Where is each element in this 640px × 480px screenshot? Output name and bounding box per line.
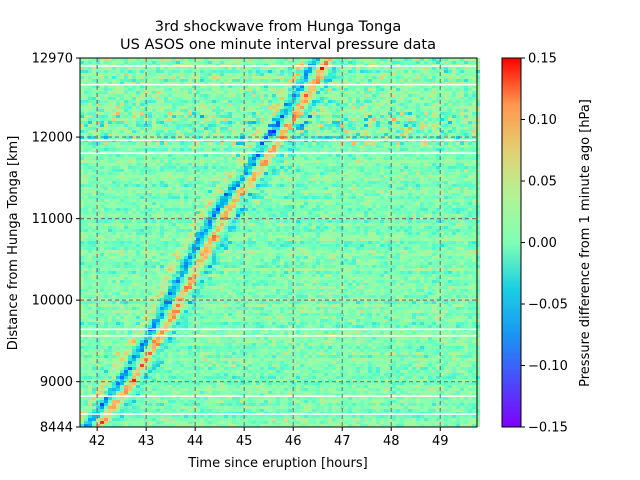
y-tick-label: 10000	[32, 294, 73, 309]
x-tick-label: 44	[187, 434, 204, 449]
x-axis-label: Time since eruption [hours]	[187, 456, 367, 471]
x-tick-label: 46	[285, 434, 302, 449]
x-tick-label: 49	[432, 434, 449, 449]
chart-title-line2: US ASOS one minute interval pressure dat…	[120, 37, 436, 53]
y-tick-label: 11000	[32, 212, 73, 227]
x-tick-label: 47	[334, 434, 351, 449]
colorbar-tick-label: −0.05	[528, 298, 568, 313]
colorbar-tick-label: 0.10	[528, 113, 557, 128]
x-tick-label: 48	[383, 434, 400, 449]
colorbar-tick-label: 0.00	[528, 236, 557, 251]
x-axis-ticks: 42 43 44 45 46 47 48 49	[89, 427, 449, 449]
y-axis-ticks: 8444 9000 10000 11000 12000 12970	[32, 52, 80, 436]
colorbar-tick-label: 0.15	[528, 52, 557, 67]
x-tick-label: 43	[138, 434, 155, 449]
heatmap-cells	[80, 58, 480, 427]
y-tick-label: 8444	[40, 421, 73, 436]
heatmap-plot-area	[79, 57, 480, 428]
colorbar	[501, 57, 522, 428]
grid-lines	[80, 58, 477, 427]
y-tick-label: 9000	[40, 375, 73, 390]
y-tick-label: 12000	[32, 131, 73, 146]
chart-title-line1: 3rd shockwave from Hunga Tonga	[155, 19, 401, 35]
x-tick-label: 45	[236, 434, 253, 449]
y-axis-label: Distance from Hunga Tonga [km]	[6, 136, 21, 351]
colorbar-tick-label: −0.10	[528, 359, 568, 374]
plot-frame	[79, 57, 478, 428]
colorbar-tick-label: −0.15	[528, 421, 568, 436]
colorbar-ticks: 0.15 0.10 0.05 0.00 −0.05 −0.10 −0.15	[521, 52, 568, 436]
colorbar-label: Pressure difference from 1 minute ago [h…	[578, 99, 593, 387]
y-tick-label: 12970	[32, 52, 73, 67]
colorbar-tick-label: 0.05	[528, 175, 557, 190]
x-tick-label: 42	[89, 434, 106, 449]
